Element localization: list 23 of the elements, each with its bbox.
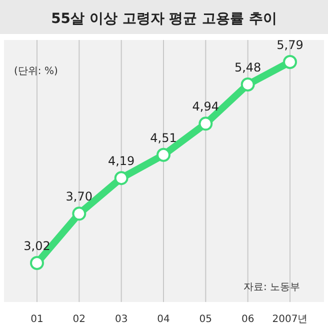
data-label: 4,51 [150, 130, 177, 145]
data-label: 4,19 [108, 154, 135, 168]
x-tick-label: 05 [199, 314, 212, 325]
point [156, 148, 170, 162]
x-tick-label: 2007년 [272, 314, 308, 325]
point [30, 256, 44, 270]
point [114, 171, 128, 186]
point [198, 116, 213, 131]
x-tick-label: 06 [241, 314, 254, 325]
data-label: 5,48 [234, 60, 262, 74]
data-label: 4,94 [192, 100, 220, 114]
data-label: 5,79 [276, 38, 304, 52]
point [240, 77, 255, 92]
annotation: (단위: %) [14, 66, 58, 77]
x-tick-label: 02 [72, 314, 86, 325]
text: 자료: 노동부 [243, 282, 300, 293]
data-label: 3,70 [66, 190, 93, 204]
x-tick-label: 01 [30, 314, 44, 325]
chart-title: 55살 이상 고령자 평균 고용률 추이 [51, 11, 277, 27]
x-tick-label: 03 [114, 314, 128, 325]
point [283, 55, 297, 69]
x-tick-label: 04 [157, 314, 170, 325]
point [72, 206, 86, 221]
